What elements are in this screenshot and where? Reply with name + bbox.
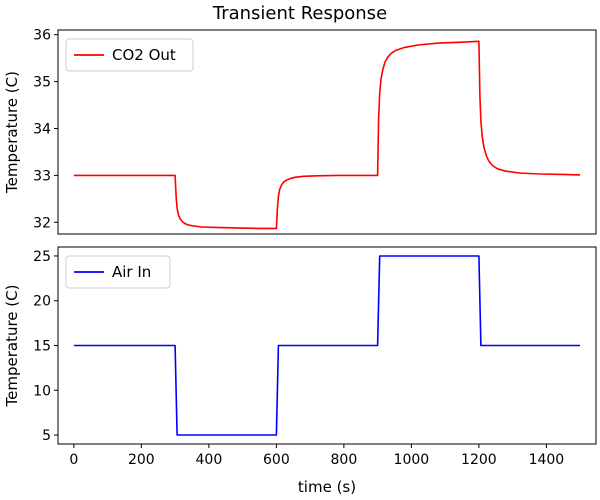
legend-label: CO2 Out	[112, 46, 176, 64]
y-axis-label: Temperature (C)	[3, 285, 21, 408]
subplot-1: 32 33 34 35 36 Temperature (C) CO2 Out	[3, 28, 597, 235]
x-tick-label: 1200	[461, 452, 497, 468]
y-axis-label: Temperature (C)	[3, 71, 21, 194]
x-tick-label: 200	[128, 452, 155, 468]
legend: CO2 Out	[65, 38, 194, 72]
legend: Air In	[65, 255, 171, 289]
x-tick-label: 1400	[529, 452, 565, 468]
series-line	[73, 255, 581, 436]
subplot-2: 5 10 15 20 25 0 200 400 600 800 1000 1200 1400 Temper…	[3, 246, 597, 468]
y-tick-label: 35	[33, 75, 51, 91]
x-axis-label: time (s)	[298, 478, 356, 496]
series-line	[73, 40, 581, 230]
y-tick-label: 20	[33, 294, 51, 310]
x-tick-label: 400	[196, 452, 223, 468]
legend-box	[65, 255, 171, 289]
y-tick-label: 10	[33, 383, 51, 399]
x-tick-label: 600	[263, 452, 290, 468]
y-tick-label: 32	[33, 215, 51, 231]
y-tick-label: 5	[42, 428, 51, 444]
x-tick-label: 1000	[394, 452, 430, 468]
y-tick-label: 34	[33, 121, 51, 137]
legend-box	[65, 38, 194, 72]
y-tick-label: 33	[33, 168, 51, 184]
axes-frame	[57, 246, 597, 445]
legend-label: Air In	[112, 263, 151, 281]
y-tick-label: 36	[33, 28, 51, 44]
x-tick-label: 0	[69, 452, 78, 468]
y-tick-label: 15	[33, 339, 51, 355]
figure-title: Transient Response	[212, 3, 387, 24]
axes-frame	[57, 29, 597, 235]
x-tick-label: 800	[331, 452, 358, 468]
y-tick-label: 25	[33, 249, 51, 265]
